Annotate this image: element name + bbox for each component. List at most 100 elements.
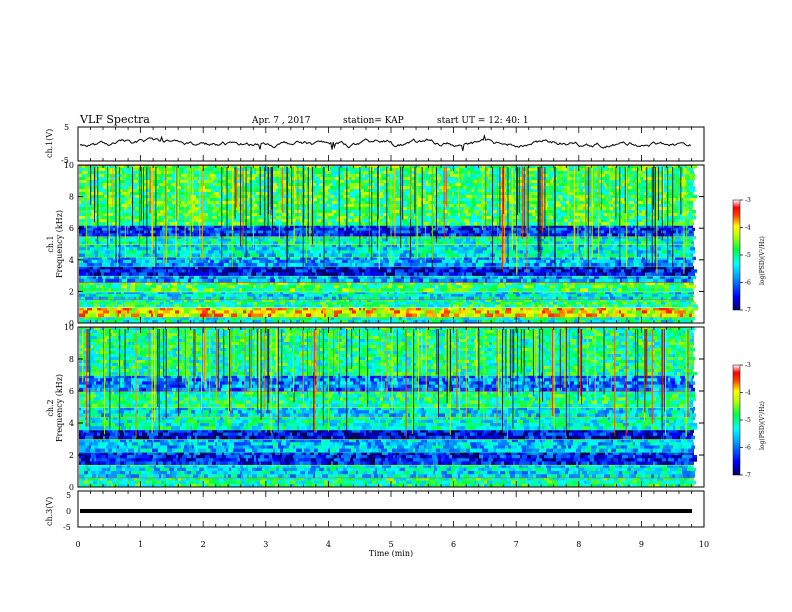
spectrogram-cell (133, 294, 137, 297)
spectrogram-cell (438, 230, 444, 234)
spectrogram-cell (279, 299, 285, 303)
spectrogram-cell (141, 241, 147, 245)
spectrogram-cell (299, 316, 301, 321)
spectrogram-cell (613, 299, 616, 303)
spectrogram-cell (379, 299, 382, 303)
spectrogram-cell (336, 241, 338, 245)
spectrogram-cell (271, 259, 274, 264)
spectrogram-cell (311, 291, 315, 295)
spectrogram-cell (645, 272, 651, 276)
spectrogram-cell (190, 262, 193, 267)
spectrogram-cell (187, 259, 189, 264)
spectrogram-cell (361, 253, 366, 257)
spectrogram-cell (79, 278, 84, 283)
spectrogram-cell (475, 238, 479, 242)
spectrogram-cell (132, 233, 138, 237)
spectrogram-cell (476, 266, 478, 270)
spectrogram-cell (360, 247, 363, 251)
spectrogram-cell (658, 241, 663, 245)
spectrogram-cell (518, 319, 522, 324)
spectrogram-cell (188, 278, 191, 283)
spectrogram-cell (209, 313, 212, 317)
spectrogram-cell (378, 288, 381, 292)
spectrogram-cell (175, 310, 179, 314)
spectrogram-cell (427, 262, 431, 267)
spectrogram-cell (133, 247, 137, 251)
spectrogram-cell (434, 278, 438, 283)
spectrogram-cell (411, 296, 414, 300)
spectrogram-cell (509, 250, 515, 254)
spectrogram-cell (476, 262, 478, 267)
spectrogram-cell (209, 269, 212, 273)
spectrogram-cell (639, 278, 645, 283)
spectrogram-cell (282, 253, 287, 257)
spectrogram-cell (529, 275, 534, 280)
spectrogram-cell (167, 227, 172, 231)
spectrogram-cell (289, 250, 293, 254)
spectrogram-cell (639, 285, 644, 289)
spectrogram-cell (468, 281, 472, 286)
spectrogram-cell (358, 275, 364, 280)
spectrogram-cell (241, 272, 243, 276)
spectrogram-cell (85, 262, 87, 267)
spectrogram-cell (478, 253, 480, 257)
spectrogram-cell (558, 288, 561, 292)
spectrogram-cell (250, 310, 253, 314)
spectrogram-cell (141, 278, 147, 283)
spectrogram-cell (484, 304, 490, 308)
spectrogram-cell (690, 247, 695, 251)
spectrogram-cell (640, 301, 643, 305)
spectrogram-cell (508, 272, 512, 276)
spectrogram-cell (433, 253, 437, 257)
spectrogram-cell (354, 259, 357, 264)
spectrogram-cell (359, 253, 361, 257)
spectrogram-cell (679, 259, 683, 264)
spectrogram-cell (422, 301, 428, 305)
spectrogram-cell (515, 253, 520, 257)
spectrogram-cell (577, 288, 580, 292)
spectrogram-cell (177, 288, 179, 292)
spectrogram-cell (662, 316, 664, 321)
spectrogram-cell (412, 262, 418, 267)
spectrogram-cell (455, 241, 461, 245)
spectrogram-cell (232, 275, 235, 280)
spectrogram-cell (172, 296, 174, 300)
spectrogram-cell (79, 247, 85, 251)
spectrogram-cell (565, 304, 567, 308)
spectrogram-cell (446, 278, 449, 283)
spectrogram-cell (425, 304, 428, 308)
spectrogram-cell (238, 294, 243, 297)
spectrogram-cell (685, 269, 691, 273)
spectrogram-cell (292, 319, 296, 324)
spectrogram-cell (198, 269, 202, 273)
spectrogram-cell (102, 291, 108, 295)
spectrogram-cell (661, 262, 666, 267)
spectrogram-cell (555, 291, 559, 295)
spectrogram-cell (430, 310, 433, 314)
spectrogram-cell (387, 316, 393, 321)
spectrogram-cell (683, 301, 689, 305)
spectrogram-cell (247, 278, 251, 283)
spectrogram-cell (144, 247, 148, 251)
spectrogram-cell (429, 272, 434, 276)
spectrogram-cell (681, 262, 683, 267)
spectrogram-cell (147, 310, 149, 314)
spectrogram-cell (341, 278, 346, 283)
spectrogram-cell (206, 253, 212, 257)
spectrogram-cell (181, 304, 186, 308)
spectrogram-cell (463, 230, 465, 234)
spectrogram-cell (488, 227, 491, 231)
spectrogram-cell (239, 272, 241, 276)
spectrogram-cell (674, 262, 677, 267)
spectrogram-cell (393, 278, 395, 283)
spectrogram-cell (611, 247, 615, 251)
spectrogram-cell (407, 272, 410, 276)
spectrogram-cell (84, 272, 86, 276)
spectrogram-cell (126, 299, 132, 303)
spectrogram-cell (353, 307, 357, 311)
spectrogram-cell (357, 250, 363, 254)
spectrogram-cell (666, 281, 669, 286)
spectrogram-cell (567, 304, 571, 308)
spectrogram-cell (294, 259, 299, 264)
spectrogram-cell (490, 313, 493, 317)
